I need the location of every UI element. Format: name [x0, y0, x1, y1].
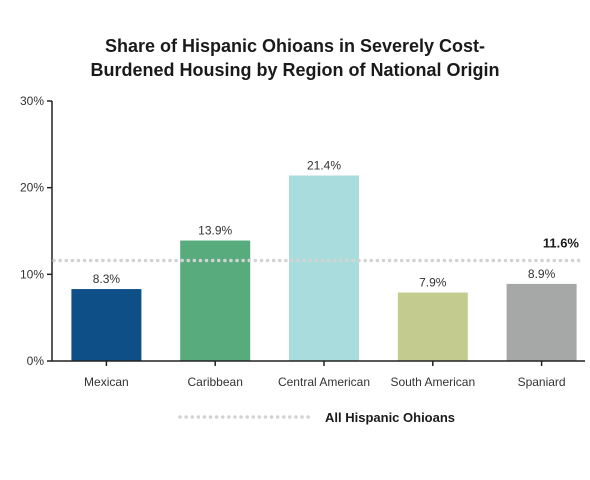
category-label: Mexican	[84, 375, 129, 389]
legend-label: All Hispanic Ohioans	[325, 410, 455, 425]
bar-value-label: 8.9%	[528, 267, 556, 281]
bar-spaniard	[506, 283, 577, 361]
category-label: Caribbean	[188, 375, 243, 389]
bar-mexican	[71, 289, 142, 361]
category-label: Spaniard	[518, 375, 566, 389]
chart-title-line-1: Share of Hispanic Ohioans in Severely Co…	[104, 36, 486, 56]
y-tick-label: 0%	[27, 354, 45, 368]
y-tick-label: 10%	[20, 267, 44, 281]
chart-title-line-2: Burdened Housing by Region of National O…	[90, 60, 500, 80]
bar-south-american	[397, 292, 468, 361]
y-tick-label: 30%	[20, 94, 44, 108]
bar-value-label: 21.4%	[307, 159, 341, 173]
bar-central-american	[289, 175, 359, 361]
bar-value-label: 8.3%	[93, 272, 121, 286]
reference-value-label: 11.6%	[543, 235, 580, 250]
category-label: South American	[390, 375, 475, 389]
category-label: Central American	[278, 375, 370, 389]
bar-caribbean	[180, 240, 251, 361]
chart-title: Share of Hispanic Ohioans in Severely Co…	[0, 34, 590, 82]
bar-value-label: 7.9%	[419, 276, 447, 290]
bar-value-label: 13.9%	[198, 224, 232, 238]
y-tick-label: 20%	[20, 181, 44, 195]
